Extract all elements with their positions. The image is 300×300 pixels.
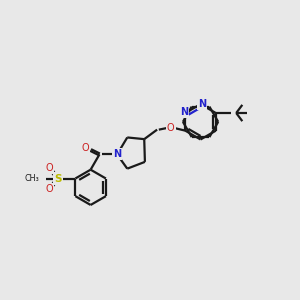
Text: S: S	[55, 173, 62, 184]
Text: O: O	[81, 142, 89, 153]
Text: O: O	[45, 163, 53, 172]
Text: N: N	[180, 107, 188, 117]
Text: O: O	[167, 123, 175, 133]
Text: N: N	[198, 98, 206, 109]
Text: N: N	[113, 149, 121, 159]
Text: O: O	[45, 184, 53, 194]
Text: CH₃: CH₃	[25, 174, 39, 183]
